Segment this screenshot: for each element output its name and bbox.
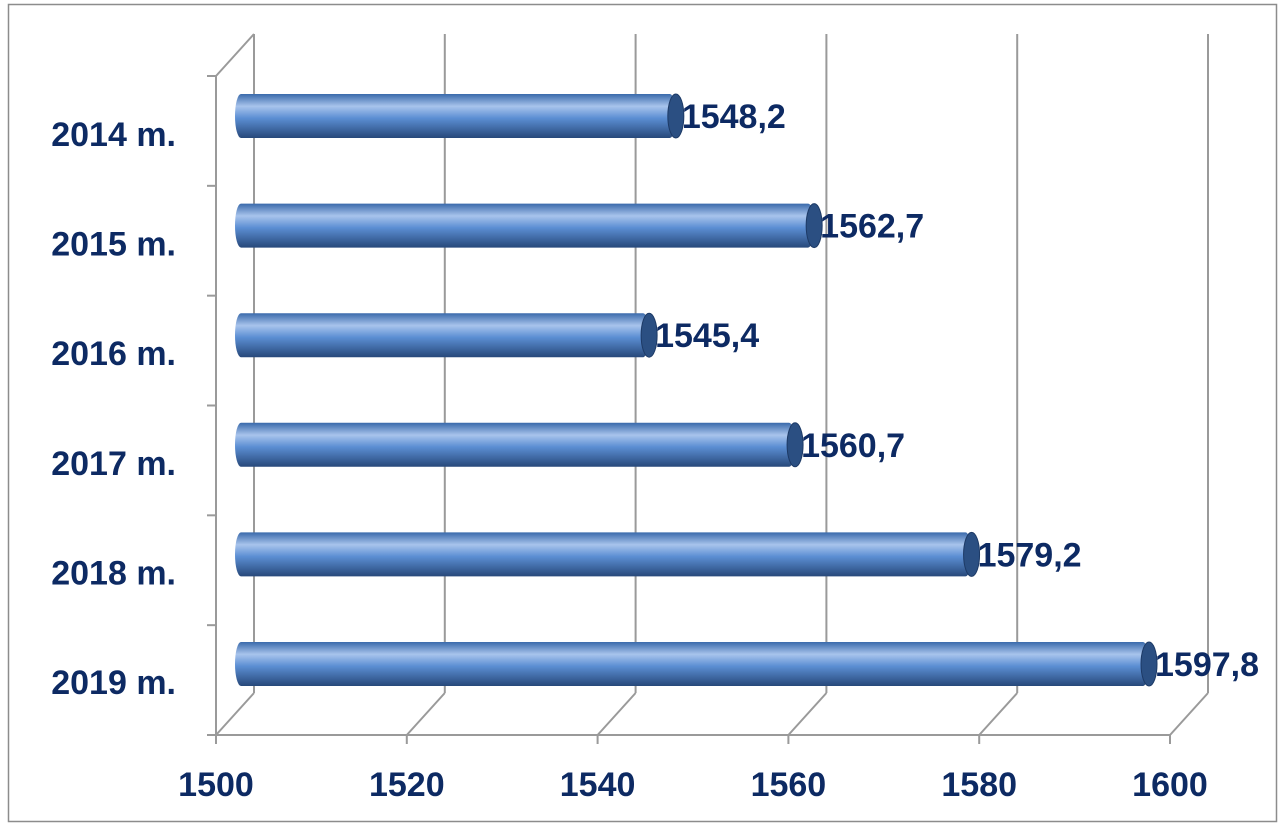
floor-line-1580 [978,692,1018,736]
bar-2018 m. [235,531,981,577]
x-tick-label: 1540 [560,766,636,804]
floor-line-1500 [215,692,255,736]
gridlines [215,34,1209,736]
data-label: 1579,2 [978,536,1082,574]
bar-2019 m. [235,641,1158,687]
bar-end-cap [667,93,685,139]
bar-body [235,642,1150,686]
bars [235,93,1158,687]
bar-end-cap [1140,641,1158,687]
floor-line-1520 [406,692,446,736]
bar-end-cap [805,203,823,249]
data-label: 1597,8 [1155,646,1259,684]
bar-end-cap [963,531,981,577]
category-label: 2014 m. [51,116,176,154]
axes [207,33,1171,744]
data-label: 1548,2 [682,98,786,136]
bar-body [235,422,796,467]
data-label: 1560,7 [801,427,905,465]
labels: 1548,2 2014 m. 1562,7 2015 m. 1545,4 2016 m. 1… [51,98,1259,804]
x-tick-label: 1560 [751,766,827,804]
floor-line-1560 [787,692,828,736]
x-tick-label: 1520 [369,766,445,804]
bar-end-cap [786,422,804,468]
x-tick-label: 1500 [178,766,254,804]
bar-body [235,203,815,248]
bar-2014 m. [235,93,685,139]
floor-line-1540 [596,692,637,736]
data-label: 1562,7 [820,208,924,246]
bar-2015 m. [235,203,823,249]
side-wall-top-edge [215,33,255,77]
bar-end-cap [640,312,658,358]
category-label: 2019 m. [51,664,176,702]
bar-2017 m. [235,422,804,468]
category-label: 2017 m. [51,445,176,483]
bar-2016 m. [235,312,658,358]
category-label: 2015 m. [51,226,176,264]
category-label: 2018 m. [51,554,176,592]
floor-line-1600 [1169,692,1209,736]
bar-body [235,94,676,138]
x-tick-label: 1600 [1132,766,1208,804]
x-tick-label: 1580 [941,766,1017,804]
data-label: 1545,4 [655,317,759,355]
bar-body [235,313,650,358]
category-label: 2016 m. [51,335,176,373]
bar-body [235,532,972,577]
